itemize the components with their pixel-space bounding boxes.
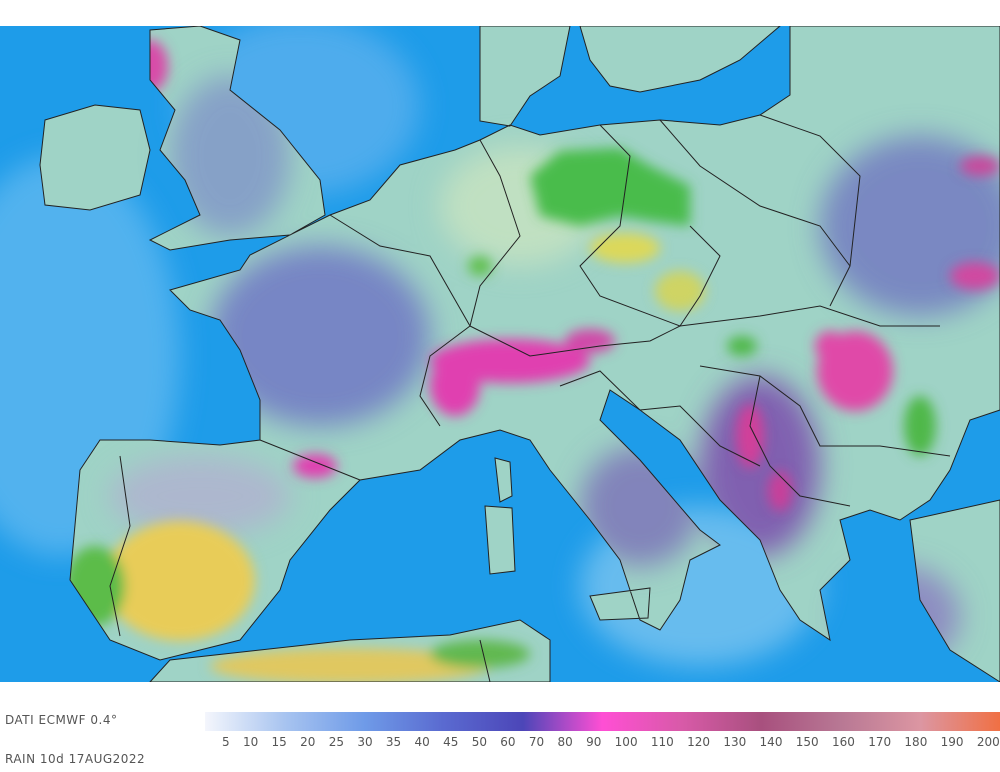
colorbar-tick-label: 150 bbox=[795, 735, 819, 749]
colorbar-tick-label: 40 bbox=[414, 735, 430, 749]
colorbar-tick-label: 200 bbox=[976, 735, 1000, 749]
colorbar-tick-label: 90 bbox=[586, 735, 602, 749]
colorbar-tick-label: 100 bbox=[614, 735, 638, 749]
colorbar-ticks: 5 10 15 20 25 30 35 40 45 50 60 70 80 90 100 110 120 130 1… bbox=[222, 735, 1000, 749]
colorbar-tick-label: 80 bbox=[557, 735, 573, 749]
colorbar-tick-label: 15 bbox=[271, 735, 287, 749]
colorbar-tick-label: 70 bbox=[528, 735, 545, 749]
colorbar-tick-label: 140 bbox=[759, 735, 783, 749]
field-label: RAIN 10d 17AUG2022 bbox=[5, 752, 146, 766]
colorbar-tick-label: 60 bbox=[500, 735, 516, 749]
colorbar-tick-label: 170 bbox=[868, 735, 892, 749]
colorbar-tick-label: 35 bbox=[385, 735, 402, 749]
data-source-label: DATI ECMWF 0.4° bbox=[5, 713, 118, 727]
colorbar-tick-label: 20 bbox=[300, 735, 316, 749]
colorbar-tick-label: 50 bbox=[471, 735, 487, 749]
colorbar-tick-label: 160 bbox=[831, 735, 855, 749]
colorbar bbox=[205, 712, 1000, 731]
colorbar-tick-label: 25 bbox=[328, 735, 345, 749]
colorbar-tick-label: 45 bbox=[443, 735, 459, 749]
colorbar-tick-label: 180 bbox=[904, 735, 928, 749]
country-borders bbox=[39, 26, 1000, 682]
colorbar-tick-label: 110 bbox=[650, 735, 674, 749]
colorbar-tick-label: 190 bbox=[940, 735, 964, 749]
colorbar-tick-label: 130 bbox=[723, 735, 747, 749]
colorbar-tick-label: 30 bbox=[357, 735, 373, 749]
colorbar-tick-label: 5 bbox=[222, 735, 230, 749]
colorbar-tick-label: 120 bbox=[687, 735, 711, 749]
precipitation-map bbox=[0, 26, 1000, 682]
colorbar-tick-label: 10 bbox=[242, 735, 259, 749]
